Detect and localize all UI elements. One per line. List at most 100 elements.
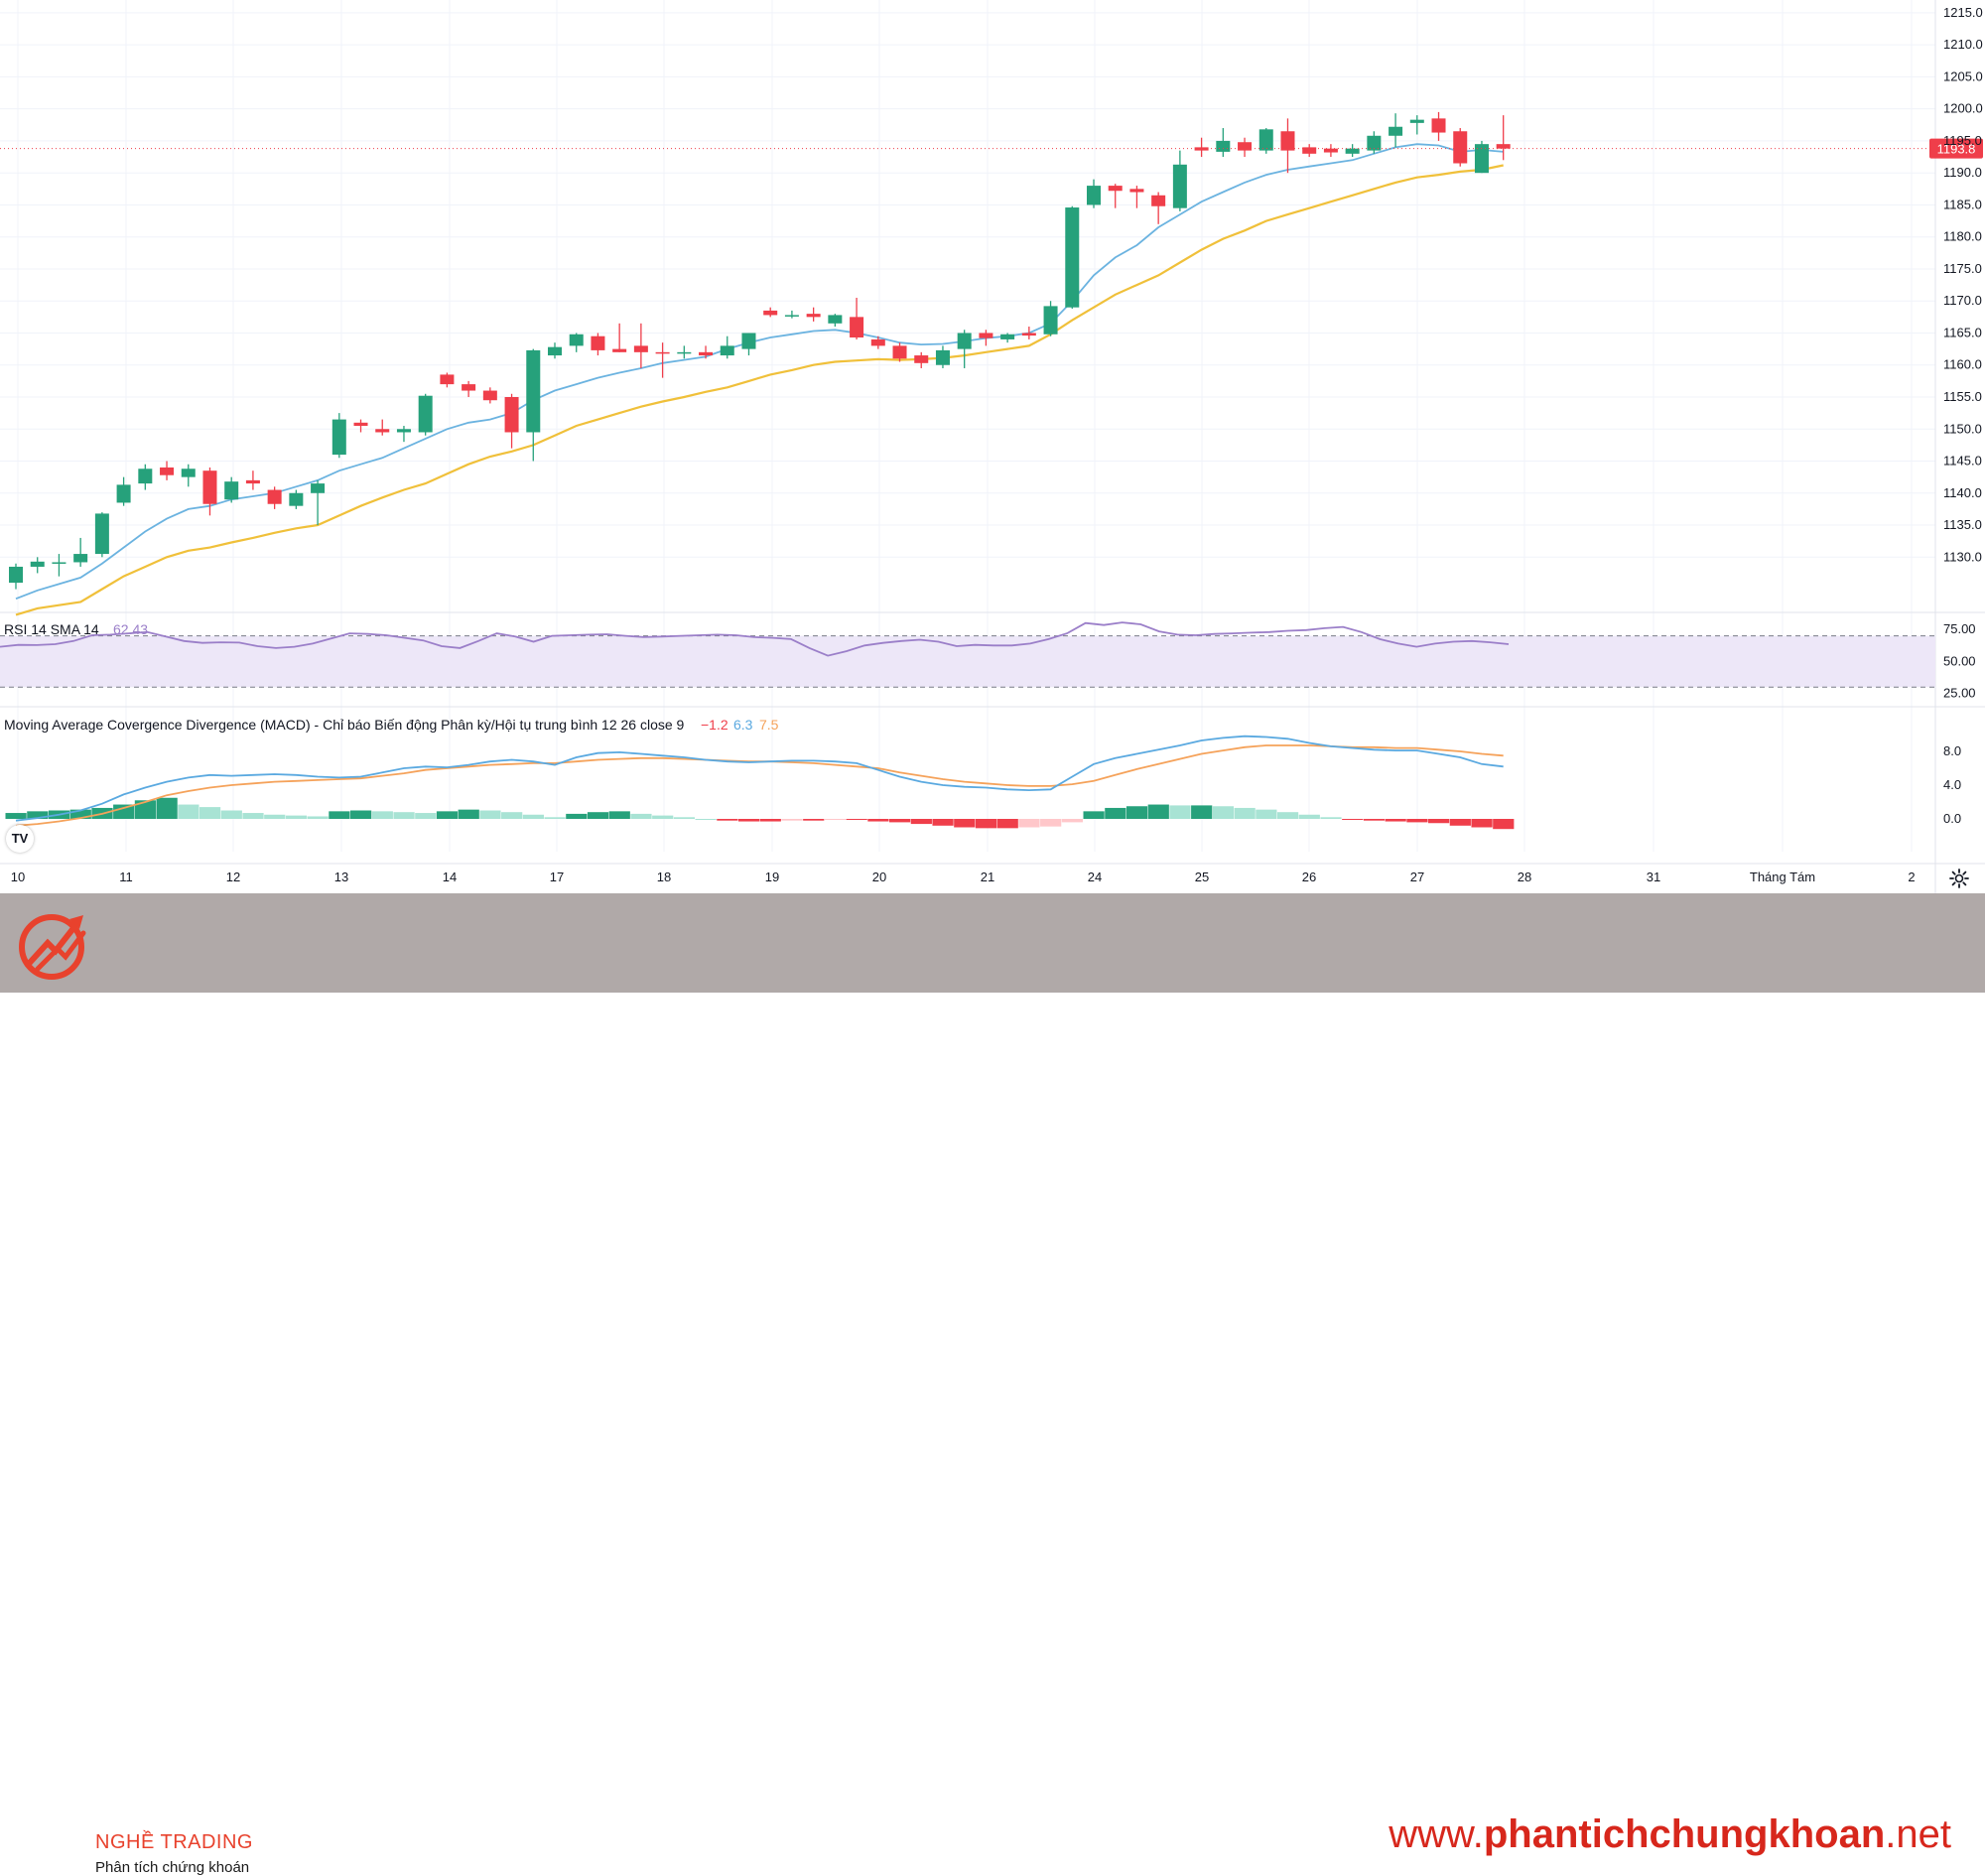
candle-body [870,338,885,346]
candle [784,310,799,319]
candle-body [633,345,648,352]
macd-histogram-bar [264,814,286,819]
candle-body [655,351,670,354]
time-tick-label: 13 [334,870,348,884]
macd-histogram-bar [1191,805,1213,819]
time-tick-label: 14 [443,870,457,884]
time-tick-label: 28 [1518,870,1531,884]
macd-histogram-bar [1083,811,1105,819]
candle-body [1043,306,1058,335]
candle-body [526,349,541,433]
macd-histogram-bar [695,819,717,820]
gear-icon[interactable] [1948,868,1970,889]
candle-body [375,429,390,433]
price-tick-label: 1190.0 [1943,165,1982,180]
macd-tick-label: 4.0 [1943,777,1961,792]
macd-histogram-bar [781,819,803,821]
macd-pane[interactable]: 8.0 4.0 0.0 [5,735,1962,830]
candle-body [267,489,282,504]
price-tick-label: 1130.0 [1943,549,1982,564]
candle-body [440,374,455,385]
macd-histogram-bar [867,819,889,822]
macd-histogram-bar [69,809,91,819]
candle [1238,137,1253,158]
candle-body [1367,135,1382,151]
rsi-tick-label: 25.00 [1943,686,1976,701]
candle [612,323,627,352]
macd-histogram-bar [307,816,329,819]
candle-body [1108,186,1123,192]
candle-body [1431,118,1446,133]
candle [224,476,239,503]
last-price-tag [1929,138,1983,159]
candle-body [1453,131,1468,164]
candle [677,345,692,359]
macd-histogram-bar [566,813,588,819]
tradingview-logo[interactable]: TV [6,825,34,853]
macd-histogram-bar [1105,807,1126,819]
candle-body [784,315,799,317]
candle-body [1496,144,1511,149]
candle-body [979,333,993,338]
macd-histogram-bar [673,817,696,819]
candle-body [396,429,411,433]
macd-histogram-bar [630,813,652,819]
candle-body [591,335,605,350]
price-tick-label: 1145.0 [1943,454,1982,469]
macd-histogram-bar [458,809,479,819]
candle [375,419,390,436]
macd-histogram-bar [1234,807,1256,819]
macd-histogram-bar [1276,812,1299,819]
candle [1367,131,1382,154]
candle-body [914,355,929,363]
candle [245,470,260,490]
candle [1323,144,1338,158]
candle-body [181,469,196,477]
candle [418,393,433,436]
time-tick-label: 24 [1088,870,1102,884]
price-tick-label: 1215.0 [1943,5,1983,20]
macd-signal-value: 7.5 [759,717,779,733]
macd-histogram-bar [932,819,954,826]
macd-histogram-bar [436,811,459,819]
candle-body [331,419,346,456]
candle [850,298,864,339]
time-tick-label: 2 [1908,870,1915,884]
candle [1474,140,1489,174]
macd-histogram-bar [652,815,674,819]
macd-histogram-bar [954,819,976,828]
candle-body [1389,126,1403,136]
time-tick-label: 20 [872,870,886,884]
candle-body [138,469,153,484]
candle [720,335,734,359]
candle-body [720,345,734,356]
candle [870,335,885,349]
candle-body [202,470,217,504]
macd-histogram-bar [415,813,437,819]
candle-body [1474,144,1489,174]
candle-body [1302,147,1317,154]
candles[interactable] [9,111,1511,590]
candle-body [677,351,692,354]
candle [741,333,756,356]
candle-body [52,562,66,564]
candle [1258,128,1273,154]
macd-histogram-bar [285,815,308,819]
macd-histogram-bar [803,819,825,821]
candle-body [1280,131,1295,151]
macd-histogram-bar [824,819,847,820]
website-prefix: www. [1389,1812,1484,1856]
macd-histogram-bar [479,810,501,819]
candle [1302,144,1317,158]
website-url[interactable]: www.phantichchungkhoan.net [1389,1812,1951,1857]
candle [633,323,648,368]
macd-histogram-bar [220,810,242,819]
candle [353,419,368,433]
rsi-pane[interactable]: 75.00 50.00 25.00 [0,621,1976,701]
candle-body [1216,140,1231,152]
time-tick-label: 31 [1647,870,1660,884]
macd-histogram-bar [198,807,221,819]
time-tick-label: 21 [981,870,994,884]
candle [526,348,541,462]
